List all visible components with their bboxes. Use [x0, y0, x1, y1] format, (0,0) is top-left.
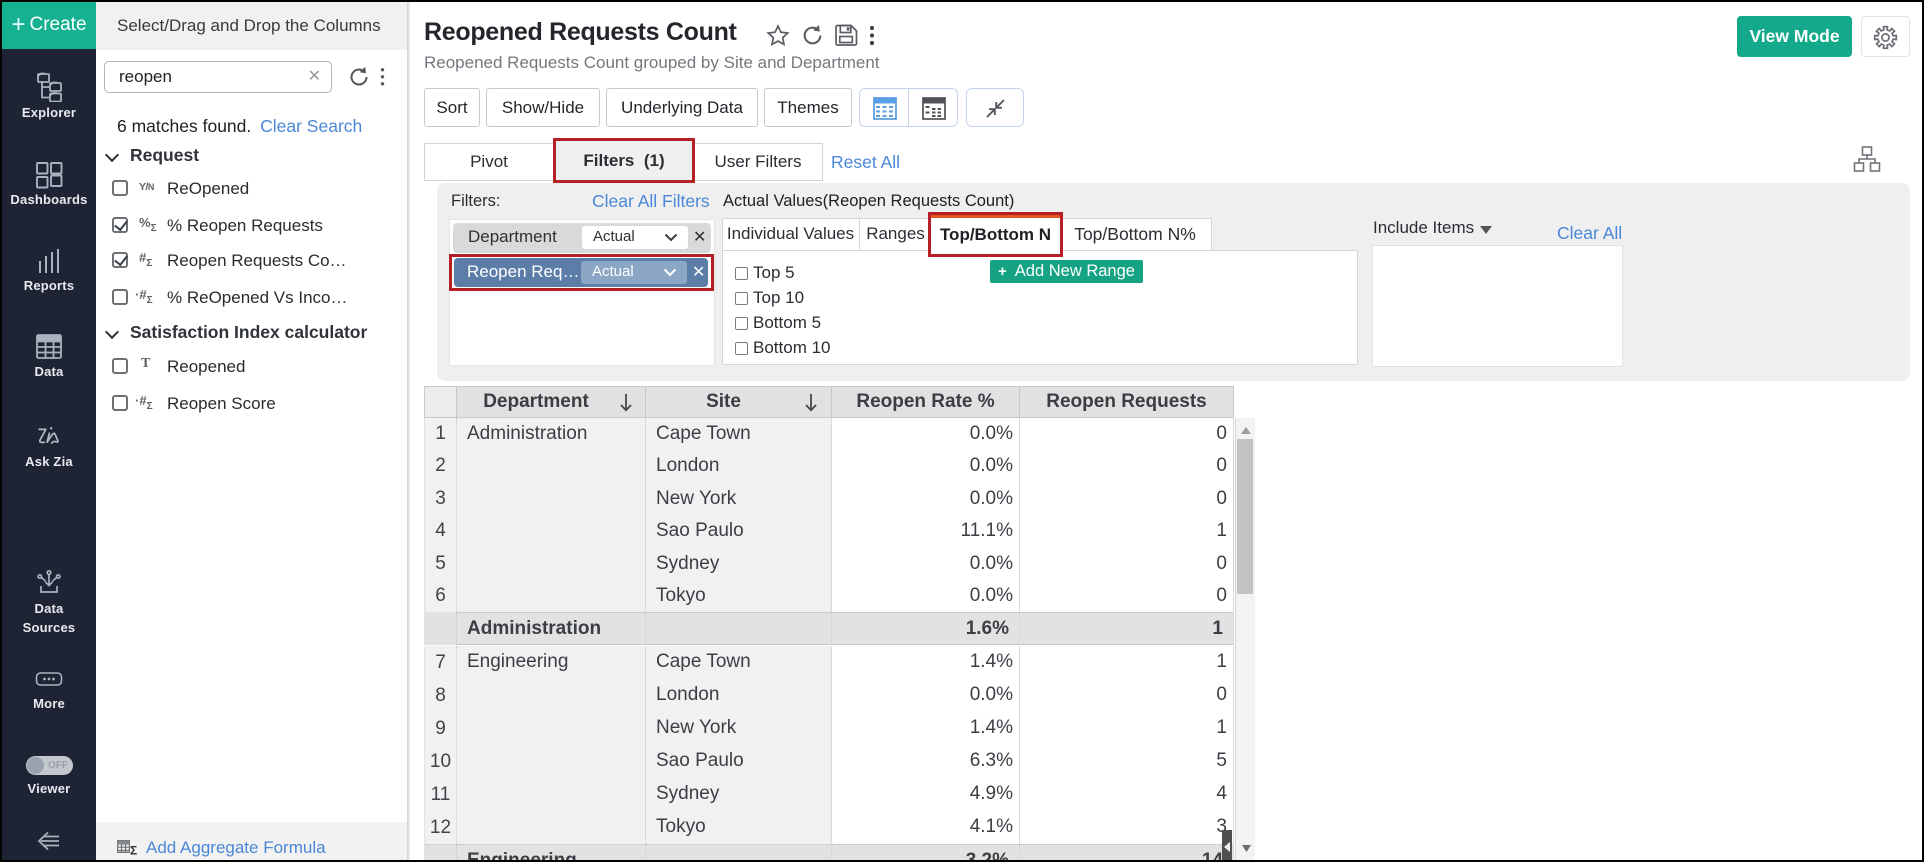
svg-text:Σ: Σ [130, 844, 137, 856]
